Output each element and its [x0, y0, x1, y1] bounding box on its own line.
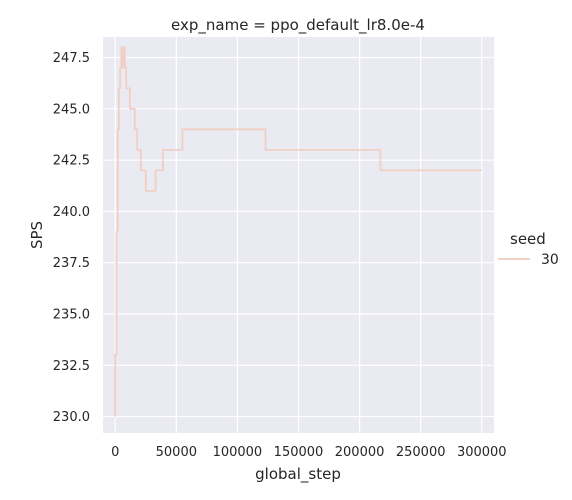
- x-tick-label: 150000: [274, 445, 324, 460]
- y-tick-label: 237.5: [53, 256, 90, 271]
- y-tick-label: 235.0: [53, 307, 90, 322]
- x-tick-label: 50000: [156, 445, 197, 460]
- x-tick-label: 200000: [335, 445, 385, 460]
- y-tick-label: 245.0: [53, 102, 90, 117]
- x-tick-label: 300000: [457, 445, 507, 460]
- legend-label-seed-30: 30: [541, 252, 559, 268]
- x-tick-label: 250000: [396, 445, 446, 460]
- tick-labels: 0 50000 100000 150000 200000 250000 300000 230.…: [53, 51, 507, 460]
- chart-title: exp_name = ppo_default_lr8.0e-4: [171, 16, 425, 35]
- series-line-seed-30: [114, 46, 482, 417]
- y-axis-label: SPS: [28, 221, 46, 249]
- series-layer: [114, 46, 482, 417]
- legend: seed 30: [498, 230, 559, 268]
- x-tick-label: 100000: [213, 445, 263, 460]
- legend-title: seed: [510, 230, 546, 248]
- y-tick-label: 240.0: [53, 205, 90, 220]
- y-tick-label: 242.5: [53, 154, 90, 169]
- y-tick-label: 232.5: [53, 359, 90, 374]
- grid-lines: [103, 37, 494, 433]
- x-tick-label: 0: [111, 445, 119, 460]
- y-tick-label: 230.0: [53, 410, 90, 425]
- x-axis-label: global_step: [255, 465, 341, 484]
- y-tick-label: 247.5: [53, 51, 90, 66]
